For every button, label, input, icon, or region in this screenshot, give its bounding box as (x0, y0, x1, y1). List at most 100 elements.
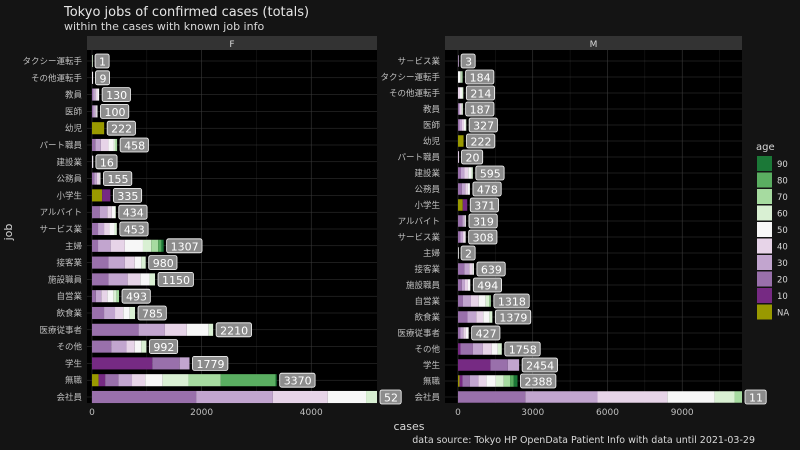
data-label-box (121, 288, 151, 304)
data-label-box (494, 309, 532, 325)
y-tick-label: サ－ビス業 (397, 56, 440, 67)
data-label-box (465, 101, 495, 117)
bar-segment (462, 199, 468, 211)
bar-segment (179, 357, 190, 370)
legend-key-70 (757, 189, 772, 204)
bar-segment (489, 295, 491, 307)
bar-segment (459, 375, 463, 387)
data-label: 3 (460, 53, 476, 69)
legend-key-10 (757, 288, 772, 303)
bar-segment (461, 183, 466, 195)
bar-segment (458, 375, 460, 387)
data-label-text: 478 (477, 184, 498, 197)
bar-segment (92, 172, 95, 185)
bar-F-15 (92, 306, 136, 320)
bar-segment (98, 222, 105, 236)
bar-segment (92, 374, 99, 387)
y-tick-label: アルバイト (398, 217, 440, 227)
data-label-text: 222 (111, 123, 132, 136)
bar-segment (132, 374, 146, 387)
data-label-box (94, 53, 110, 69)
x-tick-label: 0 (89, 408, 95, 418)
bar-segment (92, 340, 112, 353)
bar-segment (97, 88, 100, 101)
x-tick-label: 6000 (596, 408, 619, 418)
data-label-text: 1318 (498, 296, 526, 309)
legend-key-30 (757, 255, 772, 270)
bar-segment (98, 374, 106, 387)
data-label: 1307 (166, 238, 203, 253)
y-tick-label: 幼児 (423, 136, 441, 147)
bar-segment (127, 273, 141, 286)
bar-segment (458, 359, 491, 371)
data-label-box (521, 357, 558, 373)
bar-F-8 (92, 189, 111, 202)
y-tick-label: パート職員 (39, 141, 82, 151)
bar-segment (95, 290, 102, 303)
bar-segment (92, 222, 99, 236)
bar-segment (161, 239, 164, 252)
data-label: 20 (461, 149, 484, 165)
bar-segment (108, 138, 114, 152)
bar-segment (141, 340, 147, 353)
bar-segment (124, 239, 143, 252)
data-label-box (95, 70, 110, 86)
bar-segment (95, 88, 98, 101)
bar-segment (123, 306, 130, 320)
legend-label: 60 (777, 210, 788, 220)
bar-M-7 (458, 167, 473, 179)
data-label-box (520, 373, 557, 389)
bar-segment (486, 375, 496, 387)
bar-segment (93, 88, 96, 101)
bar-F-7 (92, 172, 101, 185)
bar-segment (104, 306, 116, 320)
bar-M-3 (458, 103, 464, 115)
x-tick-label: 0 (455, 408, 461, 418)
data-label: 155 (103, 171, 133, 186)
legend-key-50 (757, 222, 772, 237)
bar-segment (92, 54, 93, 68)
y-tick-label: 公務員 (56, 174, 82, 185)
data-label: 2388 (520, 373, 557, 389)
bar-segment (458, 391, 526, 403)
y-tick-label: 小学生 (414, 200, 440, 211)
bar-segment (92, 138, 96, 152)
bar-F-5 (92, 138, 118, 152)
bar-segment (458, 183, 462, 195)
data-label-text: 308 (473, 232, 494, 245)
data-label: 52 (379, 389, 402, 405)
y-tick-label: 医師 (65, 106, 83, 117)
data-label-text: 427 (476, 328, 497, 341)
bar-segment (124, 256, 135, 269)
bar-F-17 (92, 340, 147, 353)
bar-segment (458, 215, 463, 227)
data-label: 1779 (192, 355, 229, 371)
data-label-text: 434 (123, 207, 144, 220)
legend-key-NA (757, 304, 772, 320)
data-label-text: 1150 (162, 274, 190, 287)
bar-segment (460, 71, 462, 83)
bar-segment (464, 167, 469, 179)
bar-segment (489, 311, 493, 323)
y-axis-label: job (2, 224, 15, 242)
bar-segment (115, 306, 124, 320)
bar-segment (461, 103, 463, 115)
bar-segment (458, 167, 461, 179)
bar-segment (460, 343, 473, 355)
bar-segment (462, 375, 470, 387)
data-label-box (137, 305, 167, 321)
bar-F-0 (92, 54, 93, 68)
bar-segment (140, 273, 150, 286)
data-label-text: 100 (104, 106, 125, 119)
data-label-text: 1 (99, 56, 106, 69)
data-label-box (471, 325, 501, 341)
data-label-text: 214 (470, 88, 491, 101)
data-label-text: 319 (473, 216, 494, 229)
bar-segment (104, 222, 110, 236)
y-tick-label: 自営業 (414, 296, 440, 307)
bar-segment (126, 340, 135, 353)
y-tick-label: 医師 (423, 120, 441, 131)
data-label-box (279, 372, 316, 388)
bar-segment (465, 119, 467, 131)
